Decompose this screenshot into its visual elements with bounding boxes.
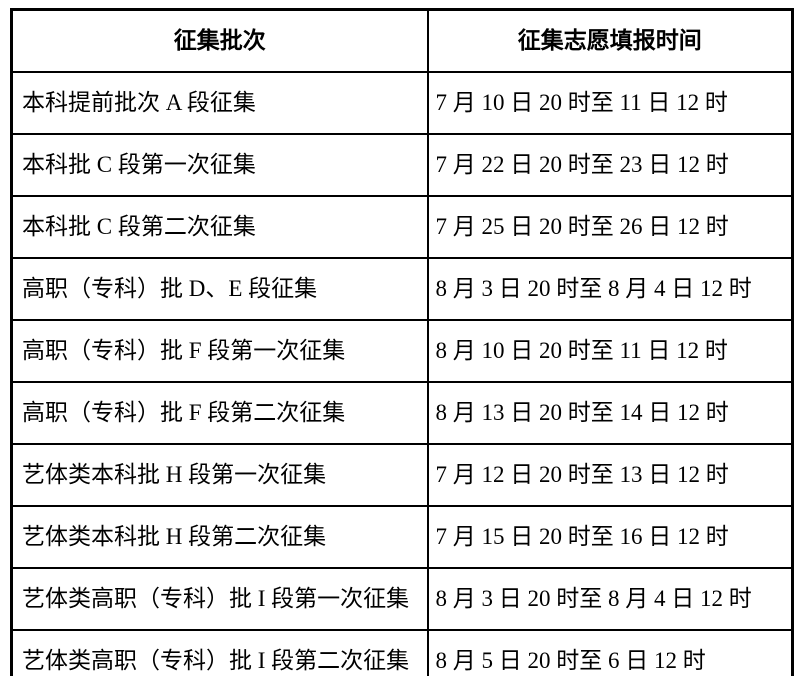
batch-cell: 艺体类本科批 H 段第二次征集 — [10, 505, 429, 569]
header-batch: 征集批次 — [10, 8, 429, 73]
time-cell: 8 月 13 日 20 时至 14 日 12 时 — [426, 381, 794, 445]
table-row: 高职（专科）批 F 段第二次征集 8 月 13 日 20 时至 14 日 12 … — [10, 381, 794, 445]
batch-cell: 本科提前批次 A 段征集 — [10, 71, 429, 135]
time-cell: 8 月 5 日 20 时至 6 日 12 时 — [426, 629, 794, 676]
table-row: 高职（专科）批 F 段第一次征集 8 月 10 日 20 时至 11 日 12 … — [10, 319, 794, 383]
batch-cell: 艺体类本科批 H 段第一次征集 — [10, 443, 429, 507]
admission-schedule-table: 征集批次 征集志愿填报时间 本科提前批次 A 段征集 7 月 10 日 20 时… — [10, 8, 794, 676]
batch-cell: 高职（专科）批 F 段第一次征集 — [10, 319, 429, 383]
time-cell: 7 月 22 日 20 时至 23 日 12 时 — [426, 133, 794, 197]
time-cell: 7 月 25 日 20 时至 26 日 12 时 — [426, 195, 794, 259]
time-cell: 8 月 3 日 20 时至 8 月 4 日 12 时 — [426, 257, 794, 321]
batch-cell: 本科批 C 段第二次征集 — [10, 195, 429, 259]
batch-cell: 艺体类高职（专科）批 I 段第一次征集 — [10, 567, 429, 631]
table-row: 艺体类本科批 H 段第二次征集 7 月 15 日 20 时至 16 日 12 时 — [10, 505, 794, 569]
batch-cell: 高职（专科）批 D、E 段征集 — [10, 257, 429, 321]
table-row: 本科批 C 段第二次征集 7 月 25 日 20 时至 26 日 12 时 — [10, 195, 794, 259]
time-cell: 8 月 10 日 20 时至 11 日 12 时 — [426, 319, 794, 383]
table-row: 艺体类高职（专科）批 I 段第一次征集 8 月 3 日 20 时至 8 月 4 … — [10, 567, 794, 631]
header-time: 征集志愿填报时间 — [426, 8, 794, 73]
table-row: 艺体类高职（专科）批 I 段第二次征集 8 月 5 日 20 时至 6 日 12… — [10, 629, 794, 676]
table-row: 高职（专科）批 D、E 段征集 8 月 3 日 20 时至 8 月 4 日 12… — [10, 257, 794, 321]
table-row: 艺体类本科批 H 段第一次征集 7 月 12 日 20 时至 13 日 12 时 — [10, 443, 794, 507]
batch-cell: 本科批 C 段第一次征集 — [10, 133, 429, 197]
time-cell: 8 月 3 日 20 时至 8 月 4 日 12 时 — [426, 567, 794, 631]
time-cell: 7 月 12 日 20 时至 13 日 12 时 — [426, 443, 794, 507]
batch-cell: 高职（专科）批 F 段第二次征集 — [10, 381, 429, 445]
table-row: 本科批 C 段第一次征集 7 月 22 日 20 时至 23 日 12 时 — [10, 133, 794, 197]
table-row: 本科提前批次 A 段征集 7 月 10 日 20 时至 11 日 12 时 — [10, 71, 794, 135]
time-cell: 7 月 15 日 20 时至 16 日 12 时 — [426, 505, 794, 569]
batch-cell: 艺体类高职（专科）批 I 段第二次征集 — [10, 629, 429, 676]
header-row: 征集批次 征集志愿填报时间 — [10, 8, 794, 73]
time-cell: 7 月 10 日 20 时至 11 日 12 时 — [426, 71, 794, 135]
